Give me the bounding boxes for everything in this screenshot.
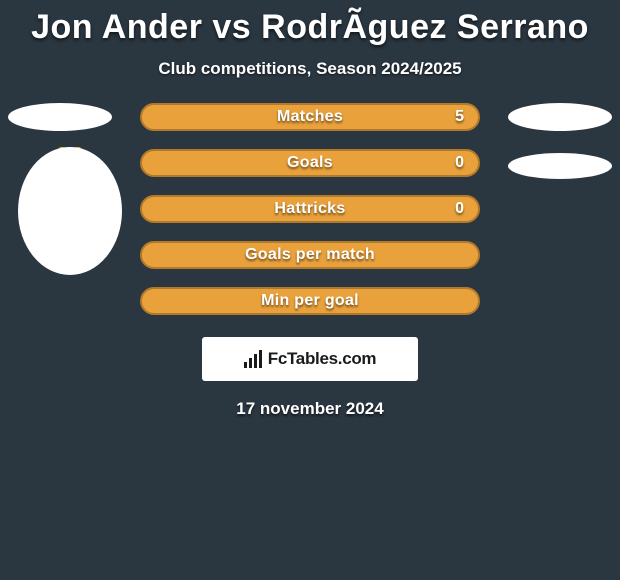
stat-bar: Goals 0 (140, 149, 480, 177)
branding-text: FcTables.com (268, 349, 377, 369)
bar-chart-icon (244, 350, 262, 368)
snapshot-date: 17 november 2024 (0, 399, 620, 419)
club-left-crest-icon (18, 147, 122, 275)
stat-bar-label: Hattricks (274, 200, 345, 218)
comparison-arena: Matches 5 Goals 0 Hattricks 0 Goals per match M… (0, 103, 620, 315)
stat-bar-label: Min per goal (261, 292, 359, 310)
stat-bar-label: Goals (287, 154, 333, 172)
page-subtitle: Club competitions, Season 2024/2025 (0, 59, 620, 79)
stat-bars: Matches 5 Goals 0 Hattricks 0 Goals per match M… (140, 103, 480, 315)
stat-bar-value: 0 (455, 200, 464, 218)
stat-bar: Min per goal (140, 287, 480, 315)
player-left-placeholder-icon (8, 103, 112, 131)
branding-badge: FcTables.com (202, 337, 418, 381)
stat-bar-value: 0 (455, 154, 464, 172)
club-right-placeholder-icon (508, 153, 612, 179)
stat-bar: Hattricks 0 (140, 195, 480, 223)
player-right-placeholder-icon (508, 103, 612, 131)
stat-bar: Matches 5 (140, 103, 480, 131)
page-title: Jon Ander vs RodrÃ­guez Serrano (0, 0, 620, 47)
stat-bar-label: Matches (277, 108, 343, 126)
stat-bar: Goals per match (140, 241, 480, 269)
stat-bar-value: 5 (455, 108, 464, 126)
stat-bar-label: Goals per match (245, 246, 375, 264)
